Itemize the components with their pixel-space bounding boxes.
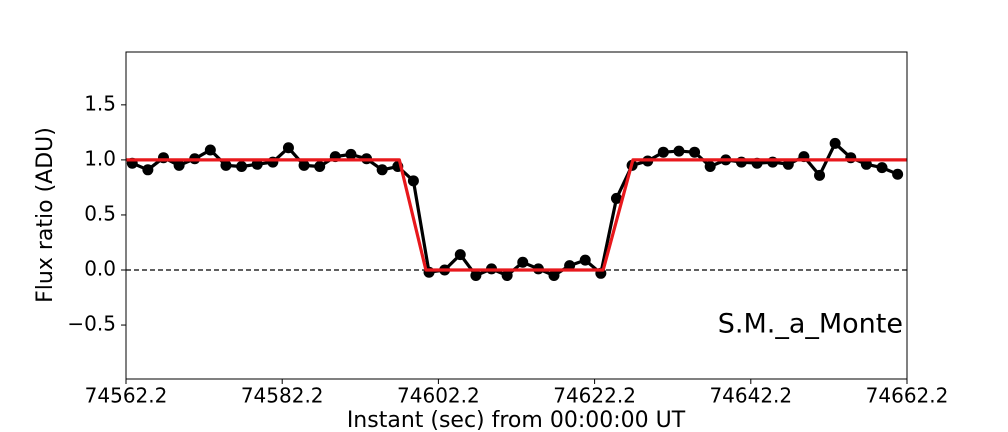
series-line xyxy=(126,158,907,272)
x-axis-label: Instant (sec) from 00:00:00 UT xyxy=(347,408,686,432)
data-point xyxy=(845,152,857,164)
y-tick-label: 0.0 xyxy=(84,257,116,281)
data-point xyxy=(298,159,310,171)
annotation: S.M._a_Monte xyxy=(718,309,903,340)
data-point xyxy=(517,256,529,268)
data-point xyxy=(251,158,263,170)
plot-frame xyxy=(125,51,908,380)
data-point xyxy=(892,168,904,180)
data-point xyxy=(610,192,622,204)
data-point xyxy=(767,156,779,168)
y-tick-label: −0.5 xyxy=(67,312,116,336)
data-point xyxy=(657,146,669,158)
data-point xyxy=(345,148,357,160)
data-point xyxy=(470,270,482,282)
data-point xyxy=(829,137,841,149)
x-tick-label: 74562.2 xyxy=(85,384,168,408)
y-tick-label: 1.0 xyxy=(84,146,116,170)
data-point xyxy=(314,161,326,173)
data-point xyxy=(157,152,169,164)
data-point xyxy=(876,162,888,174)
data-point xyxy=(204,144,216,156)
data-point xyxy=(579,254,591,266)
x-tick-label: 74622.2 xyxy=(553,384,636,408)
data-point xyxy=(735,156,747,168)
data-point xyxy=(860,158,872,170)
data-point xyxy=(267,156,279,168)
data-point xyxy=(173,159,185,171)
data-point xyxy=(142,164,154,176)
y-tick-label: 1.5 xyxy=(84,91,116,115)
data-point xyxy=(407,175,419,187)
x-tick-label: 74602.2 xyxy=(397,384,480,408)
data-point xyxy=(501,270,513,282)
data-point xyxy=(564,260,576,272)
data-point xyxy=(782,158,794,170)
data-point xyxy=(376,164,388,176)
data-point xyxy=(220,159,232,171)
data-point xyxy=(236,161,248,173)
x-tick-label: 74662.2 xyxy=(866,384,949,408)
x-tick-label: 74642.2 xyxy=(709,384,792,408)
data-point xyxy=(704,161,716,173)
data-point xyxy=(673,145,685,157)
x-tick-label: 74582.2 xyxy=(241,384,324,408)
series-line xyxy=(131,141,899,278)
data-point xyxy=(689,146,701,158)
y-axis-label: Flux ratio (ADU) xyxy=(33,127,58,303)
data-point xyxy=(814,169,826,181)
data-point xyxy=(548,270,560,282)
data-point xyxy=(454,249,466,261)
data-point xyxy=(282,142,294,154)
y-tick-label: 0.5 xyxy=(84,201,116,225)
